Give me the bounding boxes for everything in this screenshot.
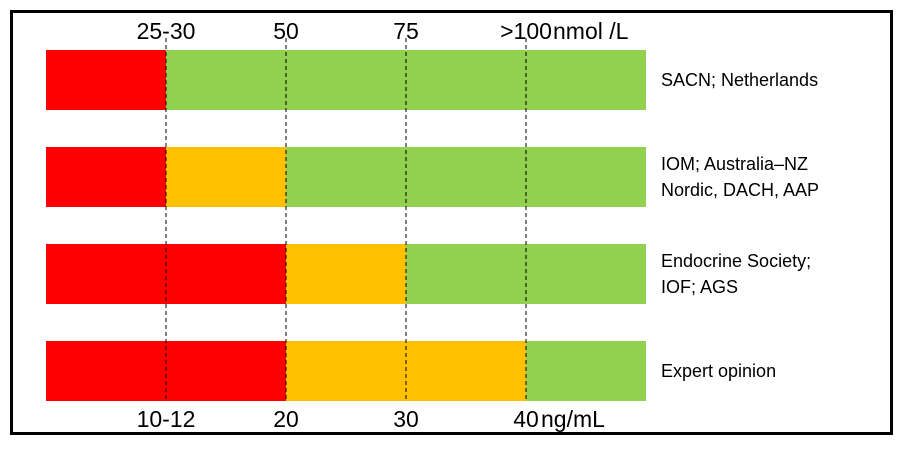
top-tick-label: 50 (273, 18, 299, 44)
row-label-line: SACN; Netherlands (661, 70, 818, 90)
bar-row-4 (46, 341, 646, 401)
bar-rows (46, 50, 646, 401)
bottom-tick-label: 20 (273, 406, 299, 432)
bar-segment-red (46, 147, 166, 207)
bottom-tick-label: 10-12 (137, 406, 196, 432)
bar-segment-orange (166, 147, 286, 207)
dashed-gridlines (165, 38, 527, 402)
bar-segment-green (406, 244, 646, 304)
bar-segment-red (46, 244, 286, 304)
top-axis-ticks: 25-30 50 75 >100 nmol /L (137, 18, 629, 44)
bar-segment-green (286, 147, 646, 207)
bar-segment-orange (286, 244, 406, 304)
row-label-line: IOF; AGS (661, 277, 738, 297)
row-label-line: Expert opinion (661, 361, 776, 381)
bottom-tick-label: 30 (393, 406, 419, 432)
bar-segment-green (526, 341, 646, 401)
row-labels: SACN; Netherlands IOM; Australia–NZ Nordic… (661, 70, 819, 381)
top-tick-label: >100 (500, 18, 552, 44)
row-label-line: Endocrine Society; (661, 251, 811, 271)
bottom-axis-ticks: 10-12 20 30 40 ng/mL (137, 406, 606, 432)
top-tick-label: 25-30 (137, 18, 196, 44)
bar-row-2 (46, 147, 646, 207)
bottom-unit-label: ng/mL (541, 406, 605, 432)
bar-row-3 (46, 244, 646, 304)
bottom-tick-label: 40 (513, 406, 539, 432)
bar-row-1 (46, 50, 646, 110)
row-label-line: IOM; Australia–NZ (661, 154, 808, 174)
row-label-line: Nordic, DACH, AAP (661, 180, 819, 200)
top-unit-label: nmol /L (553, 18, 629, 44)
bar-segment-red (46, 50, 166, 110)
top-tick-label: 75 (393, 18, 419, 44)
